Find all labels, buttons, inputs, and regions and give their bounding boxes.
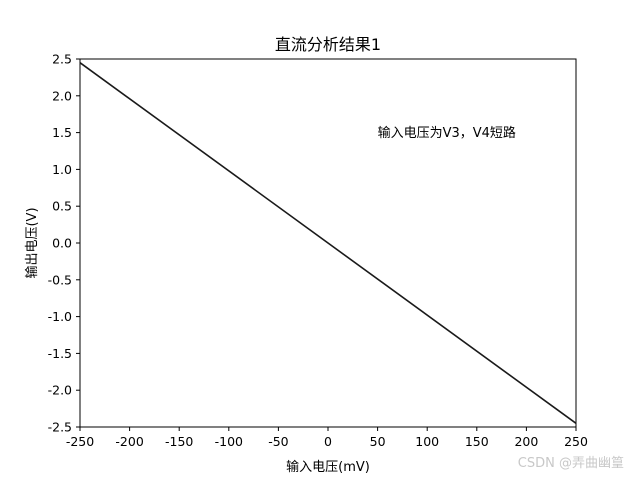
x-tick-label: -100 [215, 434, 243, 449]
x-tick-label: -150 [165, 434, 193, 449]
y-axis-label: 输出电压(V) [24, 207, 40, 278]
x-tick-label: 100 [415, 434, 439, 449]
x-tick-label: -250 [66, 434, 94, 449]
x-tick-label: 250 [564, 434, 588, 449]
y-tick-label: 2.0 [52, 88, 72, 103]
plot-area: -250 -200 -150 -100 -50 0 50 100 150 200 250 2.52.… [48, 52, 588, 450]
y-tick-label: 2.5 [52, 52, 72, 67]
y-tick-label: 0.0 [52, 236, 72, 251]
x-tick-label: -200 [115, 434, 143, 449]
y-tick-label: 1.5 [52, 125, 72, 140]
y-tick-label: -2.0 [48, 383, 72, 398]
x-tick-label: -50 [268, 434, 288, 449]
y-tick-label: 1.0 [52, 162, 72, 177]
annotation-text: 输入电压为V3，V4短路 [378, 125, 516, 141]
y-tick-label: -0.5 [48, 272, 72, 287]
chart-title: 直流分析结果1 [275, 35, 381, 54]
x-tick-label: 150 [465, 434, 489, 449]
y-tick-label: -1.0 [48, 309, 72, 324]
x-tick-label: 200 [514, 434, 538, 449]
watermark-text: CSDN @弄曲幽篁 [518, 455, 624, 471]
y-axis: 2.5 2.0 1.5 1.0 0.5 0.0 -0.5 -1.0 -1.5 -2.0 -2.5 [48, 52, 80, 435]
y-tick-label: -1.5 [48, 346, 72, 361]
x-tick-label: 50 [370, 434, 386, 449]
y-tick-label: -2.5 [48, 420, 72, 435]
series-layer [79, 62, 577, 424]
series-line [79, 62, 577, 424]
x-tick-label: 0 [324, 434, 332, 449]
x-axis-label: 输入电压(mV) [286, 459, 370, 475]
x-axis: -250 -200 -150 -100 -50 0 50 100 150 200 250 [66, 427, 588, 449]
y-tick-label: 0.5 [52, 199, 72, 214]
